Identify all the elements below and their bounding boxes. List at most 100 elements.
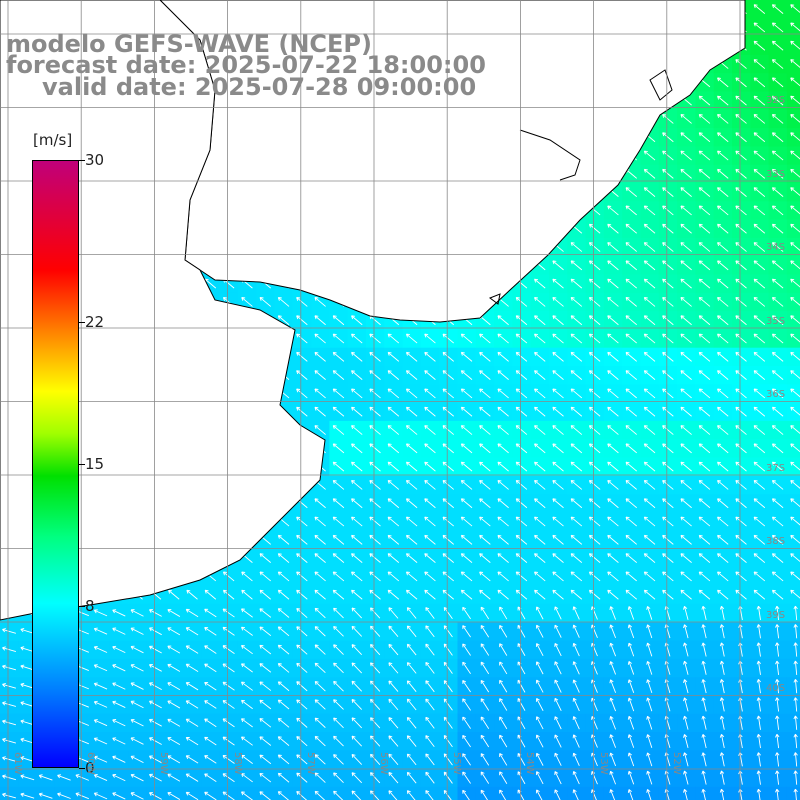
wind-arrow	[296, 717, 308, 728]
wind-arrow	[460, 351, 473, 362]
wind-arrow	[627, 770, 635, 785]
wind-cell	[786, 91, 800, 111]
wind-arrow	[424, 461, 436, 472]
wind-arrow	[552, 406, 564, 417]
wind-cell	[512, 786, 532, 800]
wind-arrow	[406, 753, 417, 766]
wind-arrow	[204, 718, 217, 728]
wind-arrow	[130, 627, 144, 635]
wind-arrow	[775, 788, 780, 800]
wind-arrow	[735, 553, 747, 563]
wind-arrow	[460, 480, 473, 490]
wind-arrow	[442, 589, 455, 600]
wind-arrow	[479, 461, 491, 472]
wind-arrow	[625, 406, 638, 417]
wind-arrow	[534, 333, 546, 344]
wind-arrow	[717, 242, 729, 252]
wind-arrow	[552, 516, 564, 527]
wind-arrow	[515, 315, 528, 326]
wind-arrow	[643, 187, 656, 197]
wind-arrow	[405, 534, 418, 545]
wind-arrow	[149, 700, 162, 709]
wind-arrow	[735, 351, 747, 362]
wind-arrow	[479, 351, 491, 362]
wind-arrow	[222, 645, 235, 655]
wind-arrow	[241, 699, 253, 710]
wind-arrow	[515, 571, 528, 582]
wind-arrow	[405, 498, 418, 509]
wind-arrow	[643, 351, 656, 362]
wind-arrow	[554, 661, 562, 675]
wind-arrow	[424, 534, 436, 545]
wind-arrow	[753, 553, 766, 563]
wind-arrow	[609, 661, 617, 675]
wind-arrow	[570, 498, 583, 509]
wind-arrow	[277, 754, 290, 765]
wind-arrow	[680, 168, 692, 179]
wind-arrow	[259, 681, 272, 691]
wind-arrow	[588, 461, 601, 472]
wind-arrow	[204, 663, 217, 673]
wind-arrow	[753, 187, 766, 197]
wind-arrow	[2, 792, 17, 799]
wind-arrow	[406, 625, 417, 638]
wind-arrow	[771, 498, 784, 509]
wind-arrow	[314, 699, 326, 710]
wind-arrow	[717, 95, 729, 106]
wind-arrow	[515, 534, 528, 545]
wind-arrow	[314, 553, 326, 563]
wind-arrow	[719, 715, 725, 730]
wind-arrow	[93, 719, 108, 727]
wind-arrow	[130, 773, 144, 782]
wind-arrow	[627, 752, 635, 767]
wind-arrow	[680, 553, 692, 563]
wind-cell	[54, 786, 74, 800]
latitude-label: 36S	[766, 389, 786, 400]
wind-arrow	[793, 679, 798, 694]
wind-cell	[786, 18, 800, 38]
wind-arrow	[351, 607, 363, 619]
wind-arrow	[442, 480, 455, 490]
wind-arrow	[425, 753, 435, 766]
wind-arrow	[405, 406, 418, 417]
wind-arrow	[719, 624, 725, 639]
wind-arrow	[112, 645, 126, 654]
wind-arrow	[662, 187, 674, 197]
wind-arrow	[370, 625, 381, 637]
wind-arrow	[277, 681, 290, 692]
wind-arrow	[130, 792, 144, 800]
wind-arrow	[351, 534, 363, 545]
wind-arrow	[480, 625, 490, 638]
wind-arrow	[259, 699, 272, 710]
wind-arrow	[735, 315, 747, 326]
wind-arrow	[296, 589, 308, 600]
wind-arrow	[609, 624, 617, 639]
wind-arrow	[222, 700, 235, 709]
forecast-date: forecast date: 2025-07-22 18:00:00	[6, 51, 486, 79]
wind-arrow	[607, 534, 619, 545]
wind-arrow	[185, 627, 199, 636]
model-title: modelo GEFS-WAVE (NCEP)	[6, 30, 372, 58]
wind-arrow	[369, 425, 381, 435]
wind-arrow	[387, 589, 400, 600]
wind-arrow	[570, 351, 583, 362]
latitude-label: 34S	[766, 242, 786, 253]
wind-arrow	[753, 77, 766, 88]
wind-arrow	[149, 609, 162, 617]
wind-arrow	[698, 553, 711, 563]
wind-arrow	[241, 736, 253, 746]
wind-cell	[219, 786, 239, 800]
wind-arrow	[662, 278, 674, 289]
wind-arrow	[680, 370, 692, 380]
wind-arrow	[683, 642, 689, 657]
wind-cell	[109, 786, 129, 800]
wind-arrow	[406, 771, 417, 784]
wind-arrow	[534, 425, 546, 435]
wind-arrow	[424, 443, 436, 454]
wind-arrow	[643, 150, 656, 161]
wind-arrow	[753, 443, 766, 454]
wind-arrow	[130, 645, 144, 654]
wind-arrow	[680, 297, 692, 307]
wind-arrow	[185, 663, 199, 673]
